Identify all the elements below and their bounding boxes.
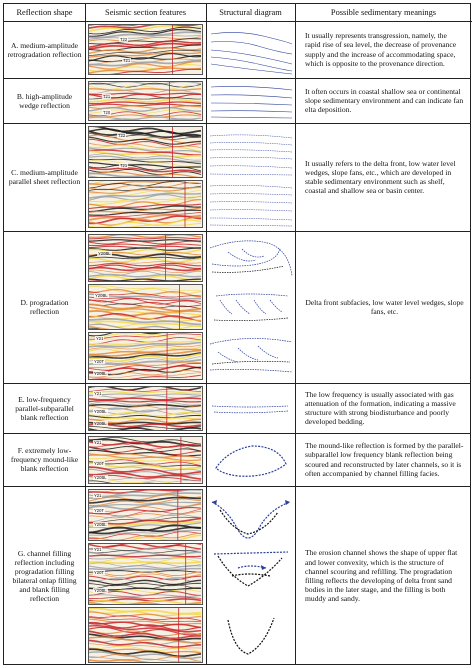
row-separator xyxy=(4,78,470,79)
row-b-seismic-image: T21 T20 xyxy=(88,81,203,121)
row-b-structural-diagram xyxy=(208,81,293,121)
horizon-label: Y21 xyxy=(93,391,103,396)
horizon-label: T20 xyxy=(102,110,112,115)
row-a-meaning: It usually represents transgression, nam… xyxy=(305,31,457,68)
row-c-structural-diagram xyxy=(208,128,293,228)
row-e-structural-diagram xyxy=(208,386,293,431)
horizon-label: Y20T xyxy=(93,508,106,513)
row-f-shape: F. extremely low-frequency mound-like bl… xyxy=(10,446,79,473)
row-separator xyxy=(4,231,470,232)
header-structural-diagram: Structural diagram xyxy=(206,4,295,22)
row-c-shape: C. medium-amplitude parallel sheet refle… xyxy=(8,168,81,186)
row-c-meaning: It usually refers to the delta front, lo… xyxy=(305,158,456,196)
horizon-label: Y20T xyxy=(93,570,106,575)
row-b-meaning: It often occurs in coastal shallow sea o… xyxy=(305,86,464,115)
row-f-seismic-image: Y21 Y20T Y20BL xyxy=(88,436,203,484)
row-d-seismic-image-2: Y20BL xyxy=(88,284,203,330)
grid-line xyxy=(295,4,296,664)
header-sedimentary-meanings: Possible sedimentary meanings xyxy=(295,4,472,22)
horizon-label: Y20BL xyxy=(93,421,108,426)
row-e-shape: E. low-frequency parallel-subparallel bl… xyxy=(15,394,74,422)
horizon-label: Y20T xyxy=(93,461,106,466)
horizon-label: T22 xyxy=(117,133,127,138)
row-a-seismic-image: T22 T21 xyxy=(88,24,203,75)
horizon-label: Y20BL xyxy=(94,293,109,298)
row-g-seismic-image-3 xyxy=(88,607,203,663)
grid-line xyxy=(85,4,86,664)
row-g-seismic-image-2: Y21 Y20T Y20BL xyxy=(88,543,203,605)
row-c-seismic-image-1: T22 T21 xyxy=(88,126,203,178)
row-d-structural-diagram xyxy=(208,234,293,380)
row-e-seismic-image: Y21 Y20BL Y20BL xyxy=(88,386,203,431)
horizon-label: Y20BL xyxy=(93,522,108,527)
row-a-structural-diagram xyxy=(208,24,293,75)
horizon-label: Y21 xyxy=(93,440,103,445)
row-f-meaning: The mound-like reflection is formed by t… xyxy=(305,441,464,478)
row-d-seismic-image-1: Y20BL xyxy=(88,234,203,282)
header-seismic-features: Seismic section features xyxy=(85,4,206,22)
horizon-label: T21 xyxy=(119,163,129,168)
row-g-seismic-image-1: Y21 Y20T Y20BL xyxy=(88,489,203,541)
header-reflection-shape: Reflection shape xyxy=(4,4,85,22)
row-separator xyxy=(4,383,470,384)
row-f-structural-diagram xyxy=(208,436,293,484)
horizon-label: Y20BL xyxy=(93,475,108,480)
row-d-seismic-image-3: Y21 Y20T Y20BL xyxy=(88,332,203,380)
row-d-shape: D. progradation reflection xyxy=(20,298,69,316)
grid-line xyxy=(206,4,207,664)
horizon-label: Y20BL xyxy=(93,371,108,376)
row-c-seismic-image-2 xyxy=(88,180,203,228)
row-a-shape: A. medium-amplitude retrogradation refle… xyxy=(7,40,82,59)
row-b-shape: B. high-amplitude wedge reflection xyxy=(16,91,73,110)
horizon-label: T21 xyxy=(102,94,112,99)
horizon-label: Y20BL xyxy=(97,251,112,256)
table: Reflection shape Seismic section feature… xyxy=(3,3,472,665)
row-separator xyxy=(4,486,470,487)
horizon-label: T22 xyxy=(119,37,129,42)
row-separator xyxy=(4,123,470,124)
horizon-label: Y20BL xyxy=(93,588,108,593)
row-g-structural-diagram xyxy=(208,490,293,664)
row-d-meaning: Delta front subfacies, low water level w… xyxy=(305,297,464,316)
horizon-label: Y21 xyxy=(93,547,103,552)
horizon-label: Y20BL xyxy=(93,409,108,414)
row-separator xyxy=(4,433,470,434)
horizon-label: Y21 xyxy=(95,336,105,341)
row-e-meaning: The low frequency is usually associated … xyxy=(305,389,456,427)
horizon-label: Y21 xyxy=(93,493,103,498)
horizon-label: T21 xyxy=(122,58,132,63)
row-g-meaning: The erosion channel shows the shape of u… xyxy=(305,548,458,604)
horizon-label: Y20T xyxy=(93,359,106,364)
row-g-shape: G. channel filling reflection including … xyxy=(12,549,77,603)
